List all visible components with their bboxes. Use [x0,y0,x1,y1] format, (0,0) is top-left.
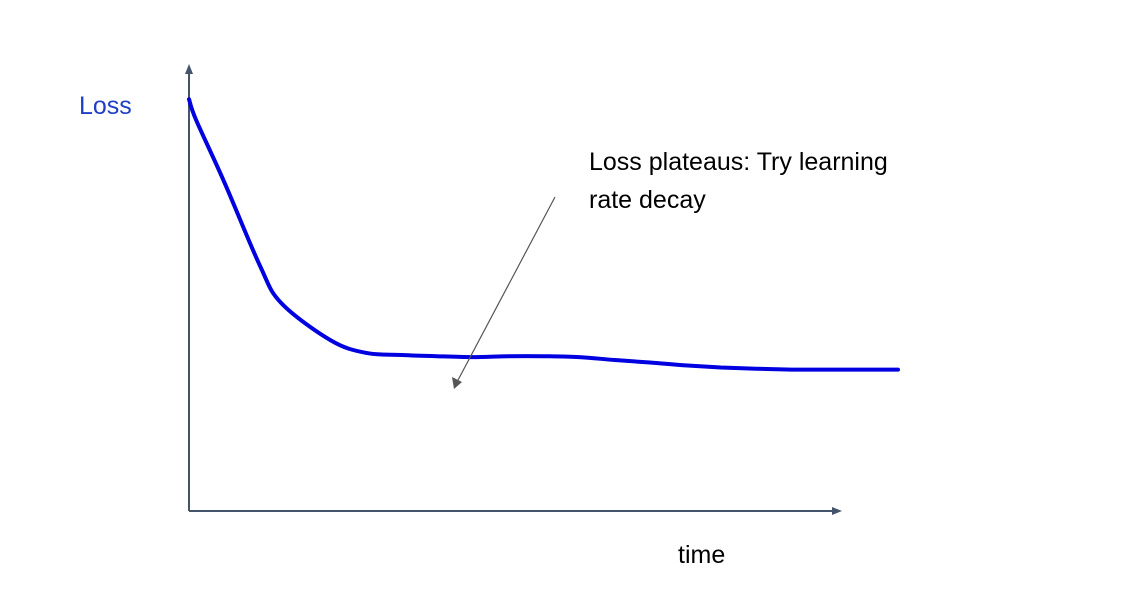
annotation-arrow-line [456,196,556,383]
annotation: Loss plateaus: Try learning rate decay [452,148,888,389]
annotation-text-line-2: rate decay [589,186,706,214]
annotation-arrowhead [452,377,462,389]
series-line-loss [187,97,900,372]
y-axis-arrowhead [185,64,193,74]
axes [185,64,842,515]
x-axis-arrowhead [832,507,842,515]
x-axis-label: time [678,541,725,569]
y-axis-label: Loss [79,92,132,120]
annotation-text-line-1: Loss plateaus: Try learning [589,148,888,176]
